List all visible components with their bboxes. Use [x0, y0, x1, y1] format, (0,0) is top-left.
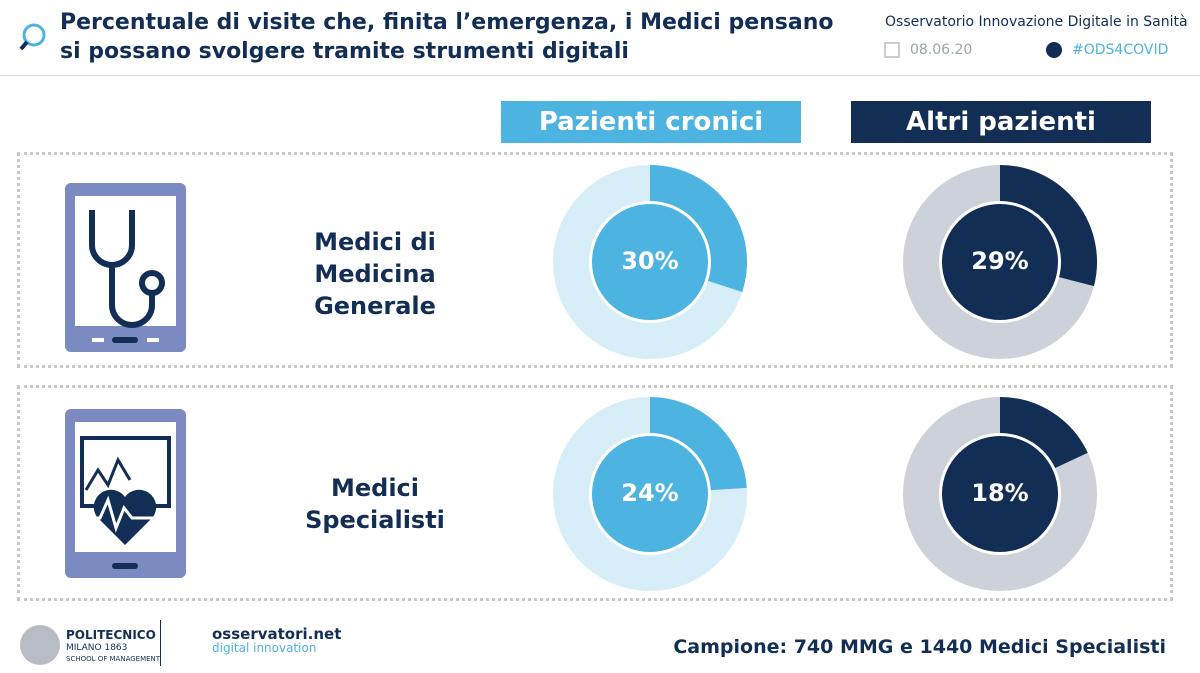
logo-text: MILANO 1863 — [66, 643, 128, 653]
donut-center — [942, 204, 1058, 320]
column-header: Altri pazienti — [851, 101, 1151, 143]
tablet-icon — [65, 183, 186, 352]
title: Percentuale di visite che, finita l’emer… — [60, 10, 834, 64]
hashtag: #ODS4COVID — [1072, 42, 1169, 58]
row-label: Medici Specialisti — [305, 474, 445, 534]
date: 08.06.20 — [910, 42, 973, 58]
donut-segment — [999, 397, 1088, 469]
row-box — [17, 152, 1173, 368]
logo-text: osservatori.net — [212, 625, 342, 643]
seal — [20, 625, 60, 665]
divider — [0, 75, 1200, 76]
value-label: 29% — [971, 247, 1028, 275]
header-icons — [884, 42, 1062, 58]
donut-center — [592, 204, 708, 320]
logo-text: digital innovation — [212, 641, 317, 655]
tablet-icon — [65, 409, 186, 578]
logo-icon — [19, 23, 46, 51]
sample-note: Campione: 740 MMG e 1440 Medici Speciali… — [673, 636, 1166, 658]
row-box — [17, 385, 1173, 601]
donut-segment — [999, 165, 1097, 287]
logo-text: POLITECNICO — [66, 628, 156, 642]
column-header: Pazienti cronici — [501, 101, 801, 143]
donut-center — [942, 436, 1058, 552]
value-label: 18% — [971, 479, 1028, 507]
donut-center — [592, 436, 708, 552]
logo-text: SCHOOL OF MANAGEMENT — [66, 655, 161, 663]
source: Osservatorio Innovazione Digitale in San… — [885, 14, 1188, 30]
logo-divider — [160, 620, 161, 666]
row-label: Medici di Medicina Generale — [314, 228, 436, 320]
value-label: 24% — [621, 479, 678, 507]
value-label: 30% — [621, 247, 678, 275]
donut-segment — [649, 165, 747, 292]
donut-segment — [649, 397, 747, 491]
